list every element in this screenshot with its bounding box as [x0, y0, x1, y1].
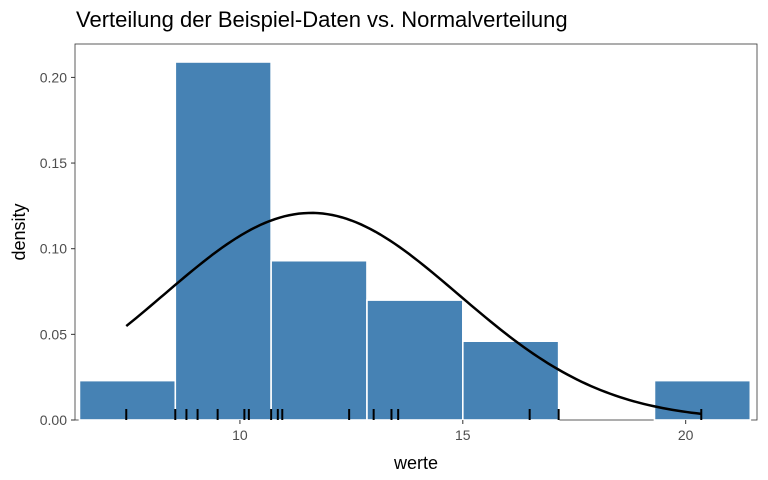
x-tick-label: 20	[678, 427, 694, 443]
histogram-bar-3	[270, 259, 368, 421]
y-tick-label: 0.05	[40, 326, 67, 342]
x-axis-title: werte	[393, 453, 438, 473]
histogram-bar-5	[462, 340, 560, 421]
y-axis-title: density	[9, 203, 29, 260]
rug-marks	[125, 409, 703, 420]
plot-panel	[74, 43, 758, 421]
chart-title: Verteilung der Beispiel-Daten vs. Normal…	[76, 7, 568, 32]
x-tick-label: 15	[455, 427, 471, 443]
x-tick-label: 10	[232, 427, 248, 443]
histogram-bar-1	[78, 379, 177, 421]
normal-distribution-curve	[125, 211, 702, 416]
y-axis: 0.00 0.05 0.10 0.15 0.20	[40, 69, 75, 428]
histogram-bar-7	[653, 379, 752, 421]
histogram-bars	[78, 61, 752, 421]
y-tick-label: 0.00	[40, 412, 67, 428]
y-tick-label: 0.20	[40, 69, 67, 85]
x-axis: 10 15 20	[232, 420, 694, 443]
y-tick-label: 0.15	[40, 155, 67, 171]
histogram-bar-2	[174, 61, 272, 421]
histogram-bar-4	[366, 299, 464, 421]
y-tick-label: 0.10	[40, 241, 67, 257]
